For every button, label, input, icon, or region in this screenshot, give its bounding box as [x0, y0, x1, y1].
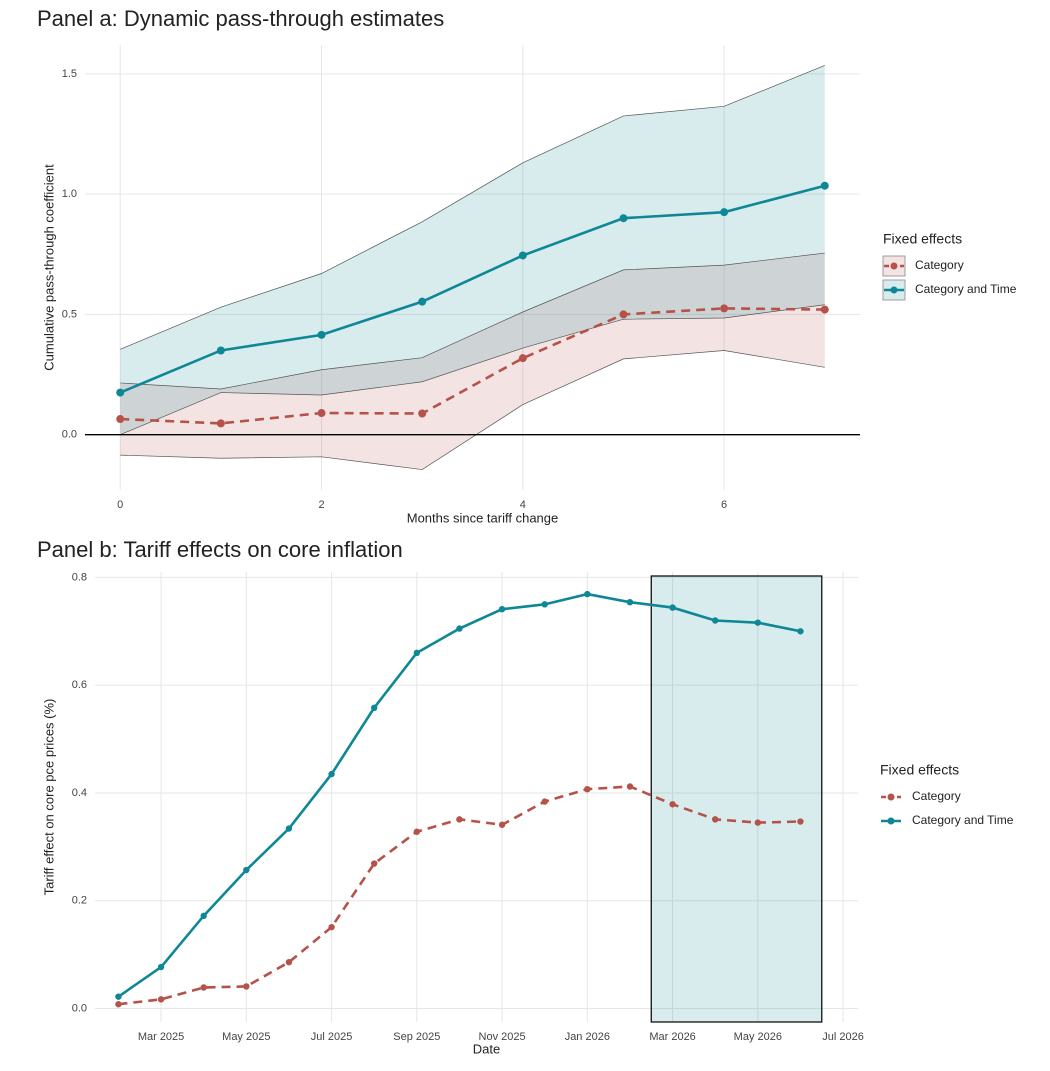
data-point [115, 993, 122, 1000]
data-point [797, 818, 804, 825]
data-point [157, 996, 165, 1003]
data-point [157, 963, 165, 971]
data-point [720, 208, 729, 217]
data-point [626, 598, 634, 606]
band-edge [120, 304, 825, 435]
data-point [116, 415, 125, 424]
y-tick-label: 0.2 [72, 895, 87, 907]
data-point [518, 251, 527, 260]
data-point [498, 605, 506, 613]
highlight-region [650, 575, 823, 1023]
legend-key-point [890, 262, 898, 270]
x-axis-label: Date [473, 1041, 500, 1056]
data-point [317, 409, 326, 418]
data-point [243, 866, 250, 874]
data-point [285, 825, 293, 832]
data-point [328, 770, 335, 778]
x-tick-label: 4 [520, 499, 526, 511]
x-tick-label: May 2025 [222, 1031, 270, 1043]
x-tick-label: Jul 2025 [311, 1031, 353, 1043]
y-tick-label: 0.4 [72, 787, 87, 799]
y-tick-label: 0.5 [62, 308, 77, 320]
data-point [518, 354, 527, 363]
x-tick-label: Jan 2026 [565, 1031, 610, 1043]
data-point [116, 388, 125, 397]
band-edge [120, 65, 825, 350]
series-line [119, 184, 826, 394]
panel-title: Panel b: Tariff effects on core inflatio… [37, 537, 403, 562]
x-axis-label: Months since tariff change [407, 510, 559, 525]
x-tick-label: Sep 2025 [393, 1031, 440, 1043]
legend-title: Fixed effects [883, 231, 962, 247]
data-point [456, 625, 463, 632]
x-tick-label: May 2026 [734, 1031, 782, 1043]
data-point [370, 704, 378, 712]
y-axis-label: Tariff effect on core pce prices (%) [41, 699, 56, 896]
data-point [754, 619, 762, 626]
data-point [413, 828, 421, 835]
data-point [626, 783, 634, 790]
data-point [115, 1001, 122, 1008]
data-point [669, 604, 676, 611]
x-tick-label: Jul 2026 [822, 1031, 864, 1043]
data-point [216, 346, 225, 355]
data-point [584, 785, 591, 793]
data-point [669, 801, 676, 808]
y-tick-label: 0.0 [72, 1002, 87, 1014]
data-point [541, 601, 548, 608]
confidence-band [120, 65, 825, 435]
legend-label: Category [912, 789, 961, 803]
y-tick-label: 0.0 [62, 429, 77, 441]
data-point [243, 983, 250, 990]
data-point [820, 181, 829, 190]
data-point [285, 958, 293, 966]
data-point [498, 821, 506, 828]
data-point [456, 816, 463, 823]
data-point [754, 819, 762, 826]
data-point [418, 297, 427, 306]
x-tick-label: Mar 2025 [138, 1031, 184, 1043]
data-point [418, 409, 427, 418]
data-point [619, 310, 628, 319]
data-point [200, 912, 207, 920]
y-tick-label: 0.8 [72, 571, 87, 583]
x-tick-label: 2 [318, 499, 324, 511]
y-axis-label: Cumulative pass-through coefficient [41, 164, 56, 371]
legend-key-point [890, 286, 898, 294]
data-point [328, 923, 335, 931]
legend-label: Category [915, 258, 964, 272]
legend-label: Category and Time [912, 813, 1014, 827]
data-point [720, 304, 729, 313]
y-tick-label: 0.6 [72, 679, 87, 691]
data-point [584, 590, 591, 598]
y-tick-label: 1.0 [62, 188, 77, 200]
data-point [712, 617, 719, 624]
x-tick-label: Nov 2025 [479, 1031, 526, 1043]
data-point [413, 649, 421, 657]
data-point [820, 305, 829, 314]
band-edge [120, 252, 825, 390]
band-edge [120, 350, 825, 470]
data-point [200, 984, 207, 991]
x-tick-label: 6 [721, 499, 727, 511]
panel-title: Panel a: Dynamic pass-through estimates [37, 6, 444, 31]
data-point [712, 816, 719, 823]
legend-title: Fixed effects [880, 762, 959, 778]
data-point [797, 628, 804, 635]
data-point [370, 860, 378, 867]
data-point [317, 330, 326, 339]
x-tick-label: 0 [117, 499, 123, 511]
y-tick-label: 1.5 [62, 68, 77, 80]
data-point [216, 419, 225, 428]
data-point [541, 798, 548, 805]
x-tick-label: Mar 2026 [649, 1031, 695, 1043]
legend-key-point [887, 817, 895, 825]
data-point [619, 214, 628, 223]
legend-label: Category and Time [915, 282, 1017, 296]
confidence-band [120, 253, 825, 470]
legend-key-point [887, 793, 895, 801]
